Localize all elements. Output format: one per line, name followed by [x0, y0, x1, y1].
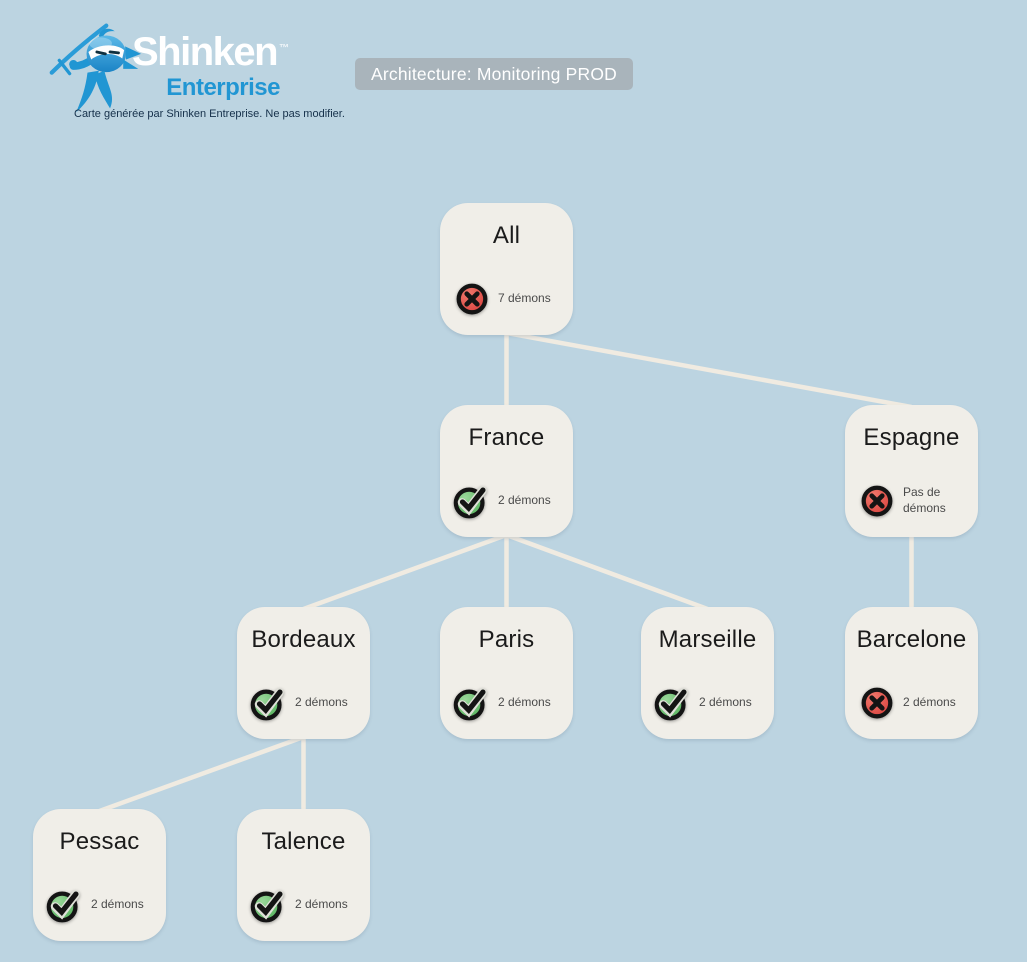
node-barcelone[interactable]: Barcelone 2 démons	[845, 607, 978, 739]
node-status: 2 démons	[250, 684, 348, 722]
node-france[interactable]: France 2 démons	[440, 405, 573, 537]
edge-france-bordeaux	[302, 532, 508, 612]
status-text: 2 démons	[903, 695, 956, 710]
node-title: Marseille	[658, 626, 757, 653]
node-title: Pessac	[59, 828, 140, 855]
logo-tm: ™	[279, 42, 290, 54]
ninja-icon	[49, 23, 142, 113]
node-status: 2 démons	[453, 482, 551, 520]
node-marseille[interactable]: Marseille 2 démons	[641, 607, 774, 739]
status-ok-icon	[46, 890, 80, 923]
logo-caption: Carte générée par Shinken Entreprise. Ne…	[74, 108, 345, 120]
status-text: 2 démons	[295, 695, 348, 710]
node-title: Paris	[478, 626, 535, 653]
node-status: 2 démons	[250, 886, 348, 924]
node-status: 2 démons	[46, 886, 144, 924]
logo-subbrand-text: Enterprise	[166, 74, 280, 101]
status-text: 7 démons	[498, 291, 551, 306]
node-pessac[interactable]: Pessac 2 démons	[33, 809, 166, 941]
node-all[interactable]: All 7 démons	[440, 203, 573, 335]
status-text: 2 démons	[295, 897, 348, 912]
node-title: Talence	[261, 828, 346, 855]
status-error-icon	[456, 283, 488, 315]
status-error-icon	[861, 485, 893, 517]
node-espagne[interactable]: Espagne Pas de démons	[845, 405, 978, 537]
node-title: Barcelone	[856, 626, 967, 653]
node-status: 7 démons	[453, 280, 551, 318]
status-text: 2 démons	[91, 897, 144, 912]
edge-bordeaux-pessac	[98, 734, 305, 814]
node-title: France	[468, 424, 545, 451]
edge-all-espagne	[506, 330, 912, 410]
logo-brand-text: Shinken ™	[132, 30, 290, 74]
status-ok-icon	[453, 688, 487, 721]
status-text: 2 démons	[498, 695, 551, 710]
node-title: All	[492, 222, 521, 249]
status-text: 2 démons	[498, 493, 551, 508]
status-ok-icon	[250, 890, 284, 923]
node-status: 2 démons	[654, 684, 752, 722]
status-ok-icon	[654, 688, 688, 721]
edge-france-marseille	[505, 532, 709, 612]
node-bordeaux[interactable]: Bordeaux 2 démons	[237, 607, 370, 739]
status-text: Pas de démons	[903, 485, 946, 515]
shinken-logo: Shinken ™ Enterprise Carte générée par Sh…	[48, 12, 345, 124]
architecture-badge: Architecture: Monitoring PROD	[355, 58, 634, 90]
node-talence[interactable]: Talence 2 démons	[237, 809, 370, 941]
status-ok-icon	[453, 486, 487, 519]
node-status: 2 démons	[858, 684, 956, 722]
status-error-icon	[861, 687, 893, 719]
node-status: Pas de démons	[858, 482, 967, 520]
node-paris[interactable]: Paris 2 démons	[440, 607, 573, 739]
status-ok-icon	[250, 688, 284, 721]
node-status: 2 démons	[453, 684, 551, 722]
node-title: Bordeaux	[251, 626, 356, 653]
node-title: Espagne	[863, 424, 960, 451]
status-text: 2 démons	[699, 695, 752, 710]
